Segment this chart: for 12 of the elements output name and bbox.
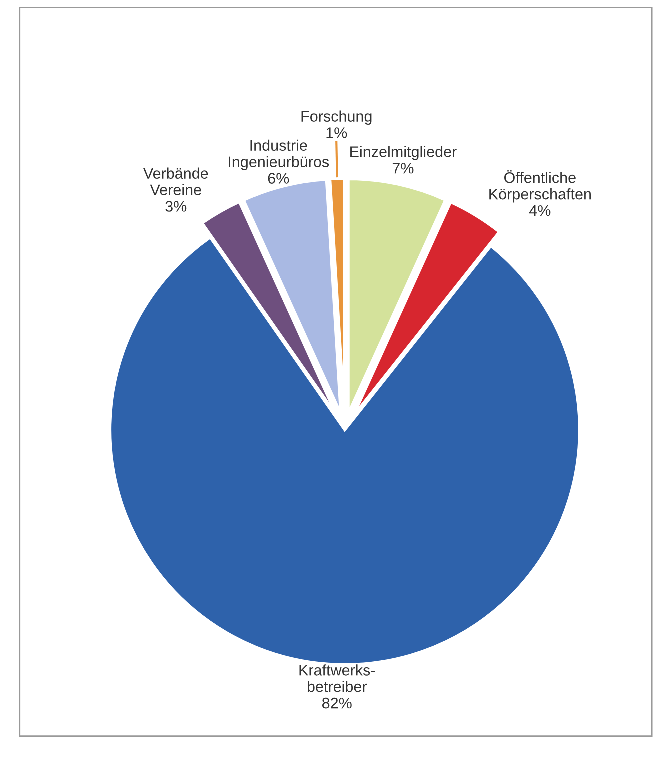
slice-label: Forschung bbox=[302, 110, 372, 125]
slice-label: Kraftwerks- betreiber bbox=[300, 664, 376, 692]
data-label: 7% bbox=[392, 163, 414, 174]
data-label: 82% bbox=[322, 698, 352, 709]
slice-label: Einzelmitglieder bbox=[350, 146, 457, 160]
slice-label: Öffentliche Körperschaften bbox=[490, 170, 591, 203]
data-label: 3% bbox=[166, 201, 187, 212]
data-label: 6% bbox=[268, 173, 290, 184]
data-label: 4% bbox=[529, 205, 551, 216]
slice-label: Verbände Vereine bbox=[144, 168, 208, 196]
slice-label: Industrie Ingenieurbüros bbox=[229, 140, 330, 171]
data-label: 1% bbox=[326, 128, 348, 138]
